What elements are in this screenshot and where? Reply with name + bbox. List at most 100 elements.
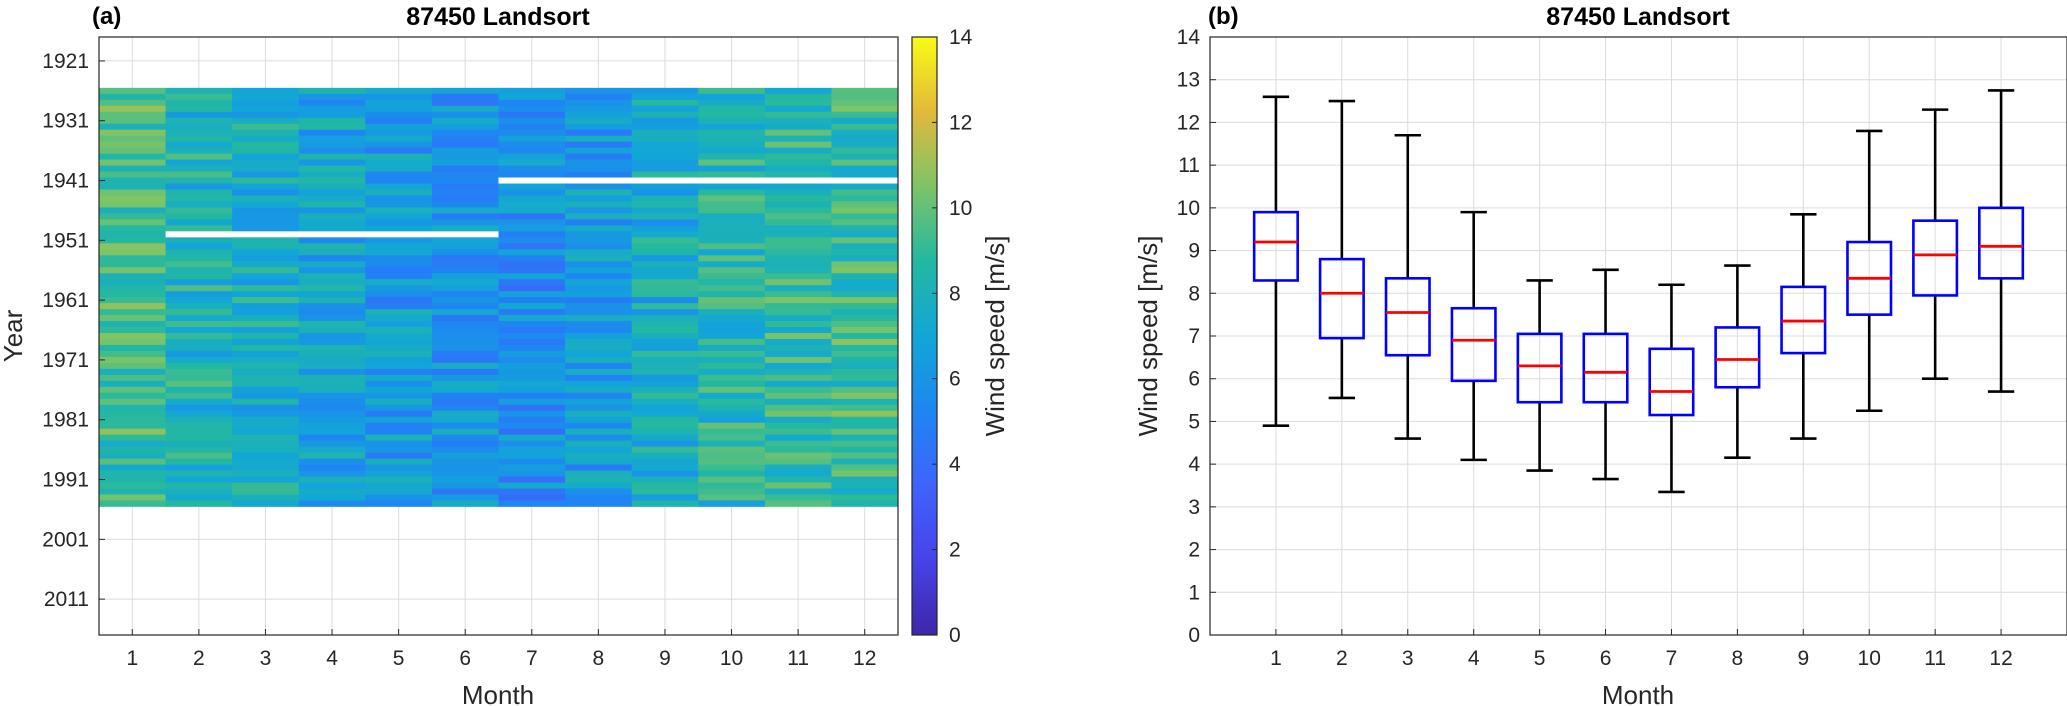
heatmap-cell — [431, 171, 499, 178]
heatmap-cell — [631, 165, 699, 172]
heatmap-cell — [764, 213, 832, 220]
heatmap-cell — [631, 422, 699, 430]
heatmap-cell — [165, 159, 233, 166]
heatmap-cell — [764, 243, 832, 250]
heatmap-cell — [764, 333, 832, 340]
heatmap-cell — [498, 452, 566, 459]
heatmap-cell — [232, 416, 300, 424]
heatmap-cell — [764, 111, 832, 119]
heatmap-cell — [631, 368, 699, 376]
heatmap-cell — [764, 368, 832, 376]
heatmap-cell — [764, 321, 832, 328]
heatmap-cell — [498, 374, 566, 382]
heatmap-cell — [365, 434, 433, 442]
heatmap-cell — [232, 494, 300, 501]
heatmap-cell — [831, 452, 899, 459]
heatmap-cell — [165, 488, 233, 495]
heatmap-cell — [365, 279, 433, 286]
heatmap-x-tick-label: 11 — [787, 647, 809, 670]
heatmap-cell — [431, 428, 499, 436]
heatmap-cell — [764, 458, 832, 465]
heatmap-y-ticks: 1921 1931 1941 1951 1961 1971 1981 1991 2001 2011 — [42, 50, 105, 611]
heatmap-cell — [698, 213, 766, 220]
heatmap-cell — [232, 189, 300, 196]
heatmap-cell — [764, 392, 832, 400]
heatmap-cell — [764, 374, 832, 382]
heatmap-cell — [764, 362, 832, 370]
heatmap-cell — [232, 434, 300, 442]
heatmap-cell — [698, 279, 766, 286]
boxplot-y-tick-label: 3 — [1188, 496, 1200, 519]
heatmap-cell — [232, 87, 300, 95]
heatmap-cell — [431, 123, 499, 131]
heatmap-cell — [431, 350, 499, 358]
heatmap-cell — [165, 494, 233, 501]
heatmap-cell — [99, 225, 166, 232]
heatmap-cell — [764, 225, 832, 232]
heatmap-cell — [298, 171, 366, 178]
heatmap-cell — [764, 249, 832, 256]
heatmap-cell — [298, 255, 366, 262]
heatmap-cell — [498, 458, 566, 465]
heatmap-cell — [565, 362, 633, 370]
heatmap-cell — [631, 434, 699, 442]
heatmap-cell — [498, 93, 566, 101]
heatmap-cell — [498, 422, 566, 430]
heatmap-cell — [831, 315, 899, 322]
heatmap-cell — [764, 117, 832, 125]
heatmap-cell — [565, 189, 633, 196]
heatmap-cell — [365, 482, 433, 489]
heatmap-cell — [431, 297, 499, 304]
heatmap-cell — [764, 309, 832, 316]
heatmap-cell — [764, 87, 832, 95]
heatmap-x-tick-label: 12 — [853, 647, 876, 670]
heatmap-cell — [298, 99, 366, 107]
heatmap-cell — [365, 111, 433, 119]
heatmap-cell — [165, 93, 233, 101]
heatmap-cell — [365, 416, 433, 424]
heatmap-cell — [764, 237, 832, 244]
heatmap-cell — [298, 380, 366, 388]
heatmap-cell — [498, 261, 566, 268]
heatmap-cell — [698, 111, 766, 119]
heatmap-cell — [764, 273, 832, 280]
heatmap-cell — [498, 482, 566, 489]
heatmap-cell — [764, 356, 832, 364]
heatmap-cell — [631, 123, 699, 131]
heatmap-cell — [565, 279, 633, 286]
heatmap-cell — [365, 129, 433, 137]
heatmap-cell — [165, 255, 233, 262]
boxplot-y-tick-label: 6 — [1188, 368, 1200, 391]
heatmap-cell — [565, 374, 633, 382]
heatmap-cell — [831, 273, 899, 280]
box-iqr — [1978, 206, 2025, 280]
heatmap-cell — [565, 356, 633, 364]
heatmap-cell — [99, 165, 166, 172]
heatmap-frame — [98, 36, 899, 636]
heatmap-y-tick-label: 2001 — [42, 528, 89, 551]
heatmap-cell — [298, 482, 366, 489]
heatmap-cell — [365, 171, 433, 178]
heatmap-cell — [365, 123, 433, 131]
heatmap-cell — [165, 267, 233, 274]
heatmap-cell — [431, 333, 499, 340]
heatmap-cell — [99, 321, 166, 328]
heatmap-cell — [165, 368, 233, 376]
heatmap-cell — [498, 321, 566, 328]
heatmap-cell — [498, 219, 566, 226]
heatmap-cell — [99, 207, 166, 214]
heatmap-cell — [165, 129, 233, 137]
heatmap-cell — [165, 189, 233, 196]
heatmap-cell — [565, 105, 633, 113]
heatmap-cell — [631, 183, 699, 190]
heatmap-cell — [365, 225, 433, 232]
boxplot-title: 87450 Landsort — [1546, 3, 1730, 31]
heatmap-cell — [831, 105, 899, 113]
heatmap-cell — [298, 494, 366, 501]
heatmap-cell — [764, 285, 832, 292]
heatmap-cell — [565, 159, 633, 166]
heatmap-cell — [764, 398, 832, 406]
heatmap-cell — [565, 410, 633, 418]
heatmap-cell — [99, 87, 166, 95]
heatmap-cell — [764, 470, 832, 477]
